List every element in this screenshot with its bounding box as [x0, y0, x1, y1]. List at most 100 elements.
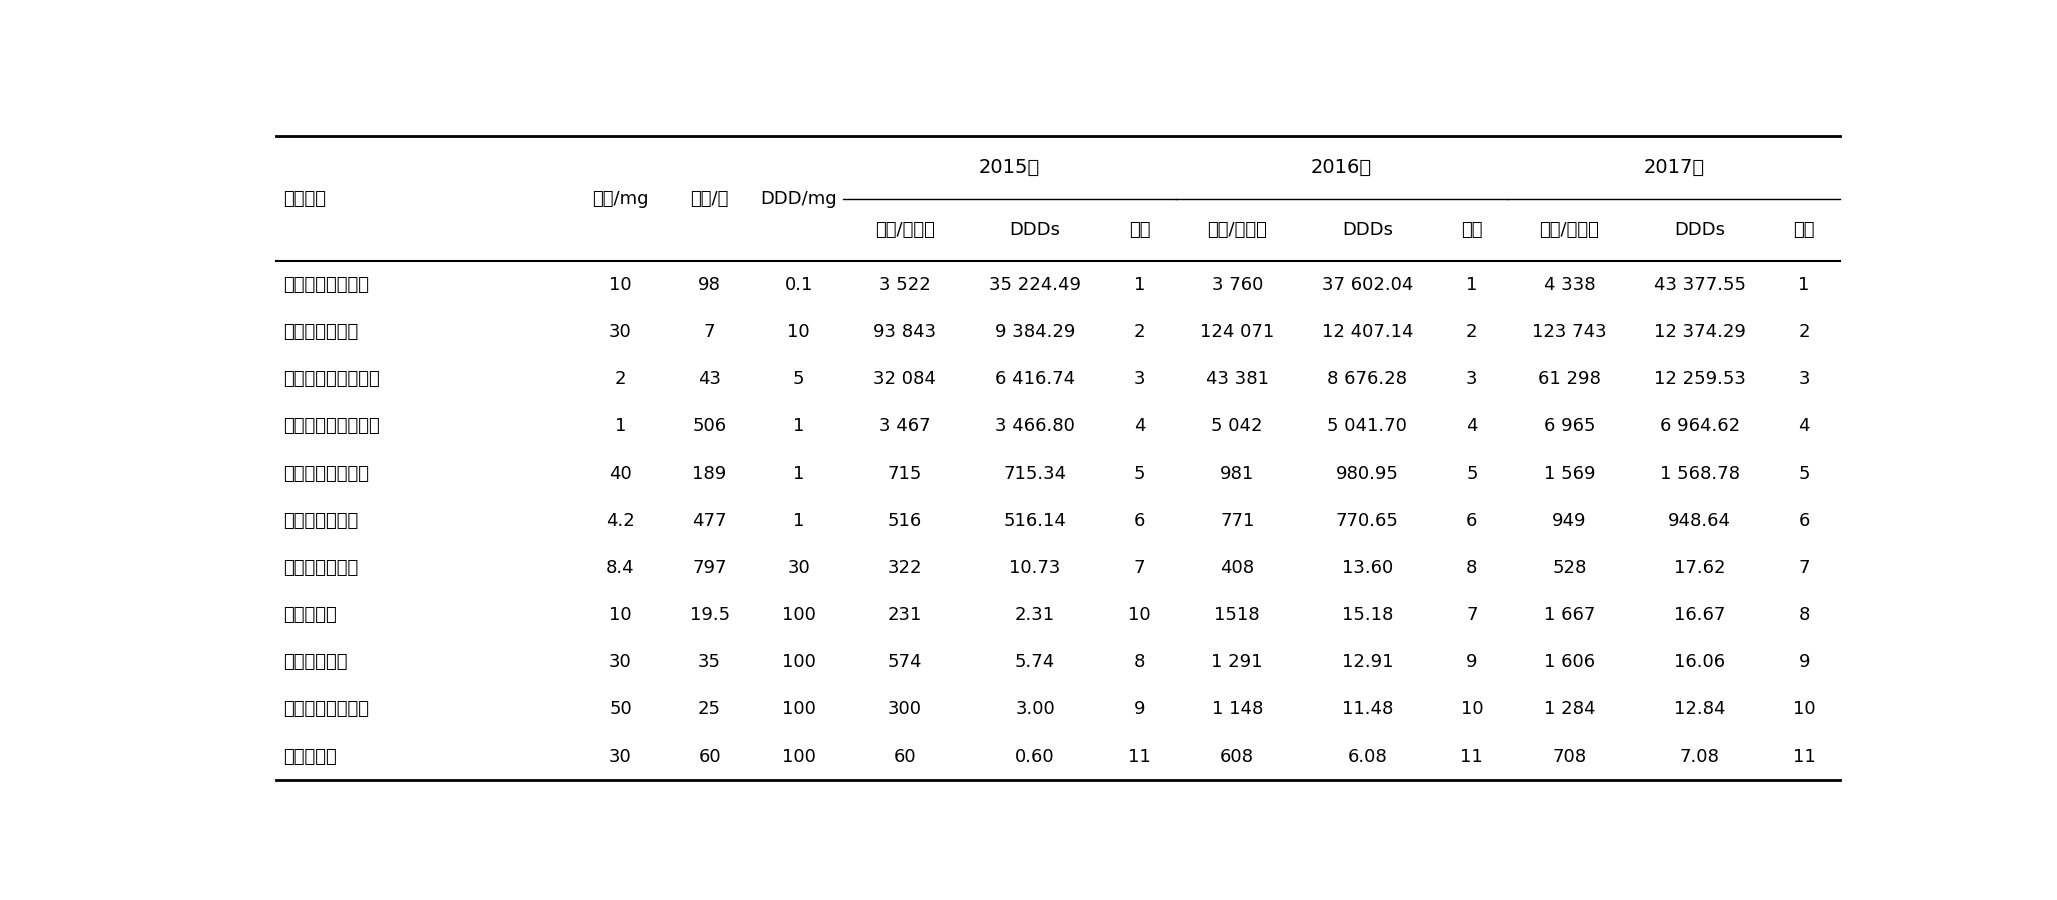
Text: 3.00: 3.00 — [1016, 700, 1055, 718]
Text: 10: 10 — [1794, 700, 1816, 718]
Text: 4: 4 — [1467, 418, 1477, 436]
Text: 981: 981 — [1220, 464, 1255, 482]
Text: 25: 25 — [697, 700, 722, 718]
Text: 6 416.74: 6 416.74 — [996, 370, 1076, 388]
Text: 2: 2 — [1467, 323, 1477, 341]
Text: 8 676.28: 8 676.28 — [1327, 370, 1407, 388]
Text: 5: 5 — [1467, 464, 1477, 482]
Text: 1518: 1518 — [1214, 606, 1261, 624]
Text: 数量/片、支: 数量/片、支 — [874, 221, 934, 239]
Text: 1: 1 — [794, 418, 804, 436]
Text: 1: 1 — [1798, 276, 1810, 294]
Text: 1 568.78: 1 568.78 — [1660, 464, 1740, 482]
Text: 11: 11 — [1460, 748, 1483, 766]
Text: 2017年: 2017年 — [1644, 158, 1705, 176]
Text: 10: 10 — [1127, 606, 1150, 624]
Text: 盐酸吗啊片: 盐酸吗啊片 — [282, 606, 337, 624]
Text: 12 374.29: 12 374.29 — [1654, 323, 1746, 341]
Text: 2: 2 — [1133, 323, 1146, 341]
Text: 35 224.49: 35 224.49 — [989, 276, 1082, 294]
Text: 硫酸吗啊缓释片: 硫酸吗啊缓释片 — [282, 323, 358, 341]
Text: 13.60: 13.60 — [1341, 559, 1393, 577]
Text: 322: 322 — [889, 559, 922, 577]
Text: 8: 8 — [1133, 653, 1146, 671]
Text: 123 743: 123 743 — [1532, 323, 1607, 341]
Text: 3 467: 3 467 — [878, 418, 930, 436]
Text: 231: 231 — [889, 606, 922, 624]
Text: 1 606: 1 606 — [1545, 653, 1594, 671]
Text: 124 071: 124 071 — [1199, 323, 1275, 341]
Text: 949: 949 — [1553, 512, 1586, 530]
Text: 30: 30 — [609, 323, 631, 341]
Text: 5.74: 5.74 — [1014, 653, 1055, 671]
Text: 30: 30 — [788, 559, 810, 577]
Text: 98: 98 — [697, 276, 722, 294]
Text: 盐酸吗啊片: 盐酸吗啊片 — [282, 748, 337, 766]
Text: 10: 10 — [1460, 700, 1483, 718]
Text: 12 407.14: 12 407.14 — [1323, 323, 1413, 341]
Text: 2: 2 — [1798, 323, 1810, 341]
Text: 12.84: 12.84 — [1674, 700, 1726, 718]
Text: 19.5: 19.5 — [689, 606, 730, 624]
Text: 408: 408 — [1220, 559, 1255, 577]
Text: 11.48: 11.48 — [1341, 700, 1393, 718]
Text: 3: 3 — [1467, 370, 1477, 388]
Text: 芚太尼透皮贴剂: 芚太尼透皮贴剂 — [282, 512, 358, 530]
Text: 10: 10 — [609, 606, 631, 624]
Text: 100: 100 — [782, 700, 817, 718]
Text: 40: 40 — [609, 464, 631, 482]
Text: 3: 3 — [1133, 370, 1146, 388]
Text: 1 284: 1 284 — [1543, 700, 1596, 718]
Text: 15.18: 15.18 — [1341, 606, 1393, 624]
Text: 771: 771 — [1220, 512, 1255, 530]
Text: 7: 7 — [1467, 606, 1477, 624]
Text: 5 041.70: 5 041.70 — [1327, 418, 1407, 436]
Text: 1: 1 — [615, 418, 625, 436]
Text: 30: 30 — [609, 653, 631, 671]
Text: 数量/片、支: 数量/片、支 — [1207, 221, 1267, 239]
Text: 5: 5 — [1133, 464, 1146, 482]
Text: 770.65: 770.65 — [1335, 512, 1399, 530]
Text: 980.95: 980.95 — [1335, 464, 1399, 482]
Text: 1 569: 1 569 — [1543, 464, 1596, 482]
Text: 715.34: 715.34 — [1004, 464, 1068, 482]
Text: 37 602.04: 37 602.04 — [1323, 276, 1413, 294]
Text: 0.60: 0.60 — [1016, 748, 1055, 766]
Text: 4: 4 — [1133, 418, 1146, 436]
Text: 506: 506 — [693, 418, 726, 436]
Text: 2: 2 — [615, 370, 625, 388]
Text: 1: 1 — [794, 464, 804, 482]
Text: 排序: 排序 — [1794, 221, 1814, 239]
Text: 43: 43 — [697, 370, 722, 388]
Text: 盐酸羟考酮缓释片: 盐酸羟考酮缓释片 — [282, 276, 368, 294]
Text: 93 843: 93 843 — [874, 323, 936, 341]
Text: DDDs: DDDs — [1341, 221, 1393, 239]
Text: DDD/mg: DDD/mg — [761, 190, 837, 208]
Text: 9: 9 — [1467, 653, 1477, 671]
Text: DDDs: DDDs — [1010, 221, 1061, 239]
Text: 3 466.80: 3 466.80 — [996, 418, 1076, 436]
Text: 6 965: 6 965 — [1543, 418, 1596, 436]
Text: 60: 60 — [893, 748, 915, 766]
Text: 100: 100 — [782, 606, 817, 624]
Text: 189: 189 — [693, 464, 726, 482]
Text: 3: 3 — [1798, 370, 1810, 388]
Text: 6: 6 — [1133, 512, 1146, 530]
Text: 50: 50 — [609, 700, 631, 718]
Text: 516.14: 516.14 — [1004, 512, 1066, 530]
Text: 盐酸羟考酮缓释片: 盐酸羟考酮缓释片 — [282, 464, 368, 482]
Text: 477: 477 — [693, 512, 726, 530]
Text: 9: 9 — [1798, 653, 1810, 671]
Text: 60: 60 — [697, 748, 720, 766]
Text: 药物名称: 药物名称 — [282, 190, 325, 208]
Text: 1 148: 1 148 — [1212, 700, 1263, 718]
Text: 574: 574 — [889, 653, 922, 671]
Text: 32 084: 32 084 — [874, 370, 936, 388]
Text: 300: 300 — [889, 700, 922, 718]
Text: 16.67: 16.67 — [1674, 606, 1726, 624]
Text: 100: 100 — [782, 653, 817, 671]
Text: 6 964.62: 6 964.62 — [1660, 418, 1740, 436]
Text: 7.08: 7.08 — [1681, 748, 1720, 766]
Text: 3 522: 3 522 — [878, 276, 930, 294]
Text: 708: 708 — [1553, 748, 1586, 766]
